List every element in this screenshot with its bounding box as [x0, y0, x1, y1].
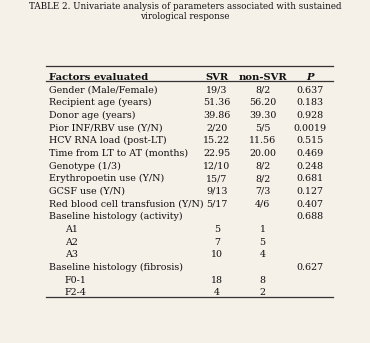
Text: 15.22: 15.22 — [203, 136, 231, 145]
Text: 0.627: 0.627 — [296, 263, 324, 272]
Text: TABLE 2. Univariate analysis of parameters associated with sustained
virological: TABLE 2. Univariate analysis of paramete… — [29, 2, 341, 21]
Text: 0.183: 0.183 — [296, 98, 324, 107]
Text: 39.86: 39.86 — [203, 111, 231, 120]
Text: 12/10: 12/10 — [203, 162, 231, 170]
Text: 20.00: 20.00 — [249, 149, 276, 158]
Text: 0.515: 0.515 — [296, 136, 324, 145]
Text: 10: 10 — [211, 250, 223, 259]
Text: 8: 8 — [260, 276, 266, 285]
Text: 4: 4 — [260, 250, 266, 259]
Text: F0-1: F0-1 — [65, 276, 87, 285]
Text: 5: 5 — [260, 238, 266, 247]
Text: 18: 18 — [211, 276, 223, 285]
Text: 7/3: 7/3 — [255, 187, 270, 196]
Text: Time from LT to AT (months): Time from LT to AT (months) — [49, 149, 188, 158]
Text: HCV RNA load (post-LT): HCV RNA load (post-LT) — [49, 136, 167, 145]
Text: Baseline histology (activity): Baseline histology (activity) — [49, 212, 183, 222]
Text: Donor age (years): Donor age (years) — [49, 111, 136, 120]
Text: Recipient age (years): Recipient age (years) — [49, 98, 152, 107]
Text: 15/7: 15/7 — [206, 174, 228, 183]
Text: 0.469: 0.469 — [296, 149, 324, 158]
Text: 11.56: 11.56 — [249, 136, 276, 145]
Text: 19/3: 19/3 — [206, 85, 228, 95]
Text: SVR: SVR — [205, 73, 228, 82]
Text: A2: A2 — [65, 238, 78, 247]
Text: 8/2: 8/2 — [255, 85, 270, 95]
Text: Red blood cell transfusion (Y/N): Red blood cell transfusion (Y/N) — [49, 200, 204, 209]
Text: A1: A1 — [65, 225, 78, 234]
Text: 5: 5 — [214, 225, 220, 234]
Text: Pior INF/RBV use (Y/N): Pior INF/RBV use (Y/N) — [49, 123, 163, 132]
Text: A3: A3 — [65, 250, 78, 259]
Text: 4/6: 4/6 — [255, 200, 270, 209]
Text: Erythropoetin use (Y/N): Erythropoetin use (Y/N) — [49, 174, 164, 184]
Text: 2: 2 — [260, 288, 266, 297]
Text: 0.928: 0.928 — [296, 111, 324, 120]
Text: 9/13: 9/13 — [206, 187, 228, 196]
Text: 56.20: 56.20 — [249, 98, 276, 107]
Text: 0.127: 0.127 — [297, 187, 323, 196]
Text: 39.30: 39.30 — [249, 111, 276, 120]
Text: 0.681: 0.681 — [296, 174, 324, 183]
Text: 51.36: 51.36 — [203, 98, 231, 107]
Text: P: P — [306, 73, 314, 82]
Text: 0.637: 0.637 — [296, 85, 324, 95]
Text: 1: 1 — [260, 225, 266, 234]
Text: GCSF use (Y/N): GCSF use (Y/N) — [49, 187, 125, 196]
Text: 5/17: 5/17 — [206, 200, 228, 209]
Text: Genotype (1/3): Genotype (1/3) — [49, 162, 121, 171]
Text: non-SVR: non-SVR — [238, 73, 287, 82]
Text: 2/20: 2/20 — [206, 123, 228, 132]
Text: 0.248: 0.248 — [297, 162, 323, 170]
Text: Baseline histology (fibrosis): Baseline histology (fibrosis) — [49, 263, 183, 272]
Text: 0.0019: 0.0019 — [293, 123, 327, 132]
Text: Gender (Male/Female): Gender (Male/Female) — [49, 85, 158, 95]
Text: 0.688: 0.688 — [296, 212, 324, 221]
Text: 22.95: 22.95 — [203, 149, 231, 158]
Text: 7: 7 — [214, 238, 220, 247]
Text: Factors evaluated: Factors evaluated — [49, 73, 148, 82]
Text: 4: 4 — [214, 288, 220, 297]
Text: 0.407: 0.407 — [297, 200, 323, 209]
Text: 8/2: 8/2 — [255, 174, 270, 183]
Text: 8/2: 8/2 — [255, 162, 270, 170]
Text: 5/5: 5/5 — [255, 123, 270, 132]
Text: F2-4: F2-4 — [65, 288, 87, 297]
